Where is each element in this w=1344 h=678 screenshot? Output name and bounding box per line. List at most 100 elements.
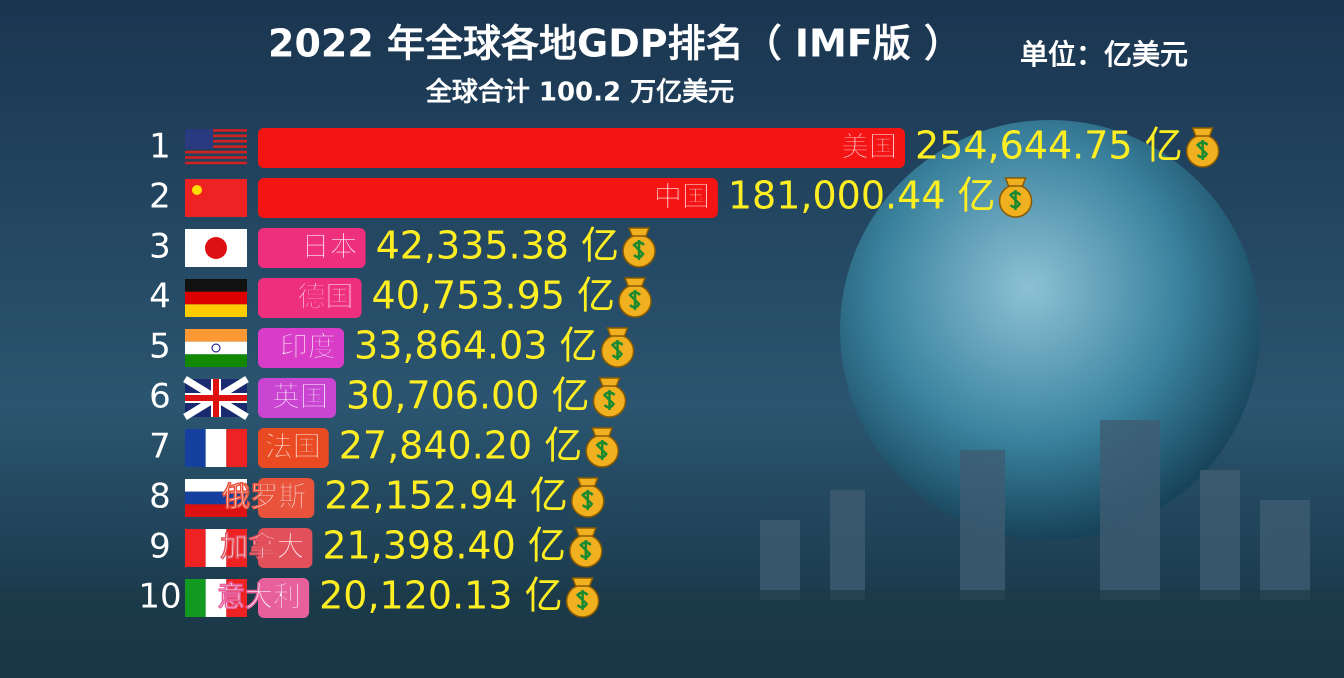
country-label: 中国 (654, 180, 710, 213)
flag-disc (205, 237, 227, 259)
bag-neck (623, 277, 647, 287)
bar (258, 128, 905, 168)
money-bag-icon (569, 527, 603, 568)
bag-sign (1008, 190, 1022, 210)
money-bag-icon (618, 277, 652, 318)
flag-stripe (185, 354, 247, 367)
rank-label: 10 (138, 577, 181, 617)
rank-label: 9 (149, 527, 171, 567)
value-label: 254,644.75 亿 (915, 124, 1183, 168)
value-label: 42,335.38 亿 (376, 224, 619, 268)
bar (258, 428, 329, 468)
bag-neck (574, 527, 597, 537)
flag-stripe (185, 156, 247, 159)
flag-stripe (205, 529, 227, 567)
bag-sign (628, 290, 641, 310)
flag-stripe (185, 491, 247, 505)
rank-label: 1 (149, 127, 171, 167)
bar (258, 578, 310, 618)
bag-neck (1191, 127, 1214, 137)
flag-stripe (185, 504, 247, 517)
flag (185, 229, 247, 267)
flag-stripe (185, 479, 247, 492)
bag-neck (591, 427, 614, 437)
value-label: 33,864.03 亿 (354, 324, 597, 368)
bar (258, 478, 315, 518)
flag-stripe (185, 304, 247, 317)
flag (185, 129, 247, 165)
flag (185, 479, 247, 517)
flag (183, 376, 249, 420)
flag-star (192, 185, 202, 195)
flag (185, 429, 247, 467)
bag-neck (576, 477, 599, 487)
value-label: 30,706.00 亿 (346, 374, 589, 418)
flag (185, 179, 247, 217)
unit-label: 单位：亿美元 (1020, 38, 1188, 71)
rank-label: 7 (149, 427, 171, 467)
bar (258, 178, 718, 218)
country-label: 英国 (272, 380, 328, 413)
bar (258, 378, 337, 418)
rank-label: 3 (149, 227, 171, 267)
value-label: 27,840.20 亿 (339, 424, 582, 468)
flag-canton (185, 129, 213, 149)
value-label: 20,120.13 亿 (319, 574, 562, 618)
value-label: 40,753.95 亿 (372, 274, 615, 318)
bar (258, 278, 362, 318)
flag-stripe (185, 579, 206, 617)
country-label: 意大利 (217, 580, 301, 613)
flag-stripe (185, 134, 247, 138)
bag-sign (581, 490, 594, 510)
flag-stripe (185, 291, 247, 305)
flag-stripe (185, 529, 206, 567)
flag-stripe (185, 139, 247, 143)
flag-stripe (226, 529, 247, 567)
bar (258, 528, 313, 568)
flag-stripe (185, 429, 206, 467)
flag-stripe (185, 341, 247, 355)
bag-neck (627, 227, 651, 237)
bag-sign (1195, 140, 1209, 160)
money-bag-icon (998, 177, 1033, 218)
country-label: 美国 (841, 130, 897, 163)
bag-sign (610, 340, 624, 360)
flag-stripe (205, 579, 227, 617)
rank-label: 2 (149, 177, 171, 217)
country-label: 俄罗斯 (221, 480, 306, 513)
bag-neck (598, 377, 621, 387)
rank-label: 6 (149, 377, 171, 417)
bag-neck (1004, 177, 1027, 187)
flag-cross (185, 379, 247, 417)
flag (185, 329, 247, 367)
flag-stripe (205, 429, 227, 467)
subtitle: 全球合计 100.2 万亿美元 (425, 77, 734, 108)
flag-stripe (226, 579, 247, 617)
bag-sign (575, 590, 589, 610)
money-bag-icon (622, 227, 656, 268)
money-bag-icon (592, 377, 627, 418)
country-label: 日本 (302, 230, 358, 263)
money-bag-icon (1185, 127, 1220, 168)
flag (185, 279, 247, 317)
bag-sign (595, 440, 609, 460)
flag-stripe (185, 161, 247, 165)
city-decoration (760, 420, 1310, 600)
flag-field (185, 179, 247, 217)
country-label: 印度 (280, 330, 336, 363)
country-label: 加拿大 (220, 530, 304, 563)
bar (258, 228, 366, 268)
rank-label: 8 (149, 477, 171, 517)
flag-stripe (185, 329, 247, 342)
bag-neck (571, 577, 594, 587)
rank-label: 4 (149, 277, 171, 317)
chart-title: 2022 年全球各地GDP排名（ IMF版 ） (268, 22, 962, 66)
country-label: 德国 (298, 280, 354, 313)
rank-label: 5 (149, 327, 171, 367)
value-label: 21,398.40 亿 (322, 524, 565, 568)
money-bag-icon (565, 577, 600, 618)
flag (185, 529, 247, 567)
bag-sign (602, 390, 616, 410)
flag-stripe (185, 145, 247, 148)
